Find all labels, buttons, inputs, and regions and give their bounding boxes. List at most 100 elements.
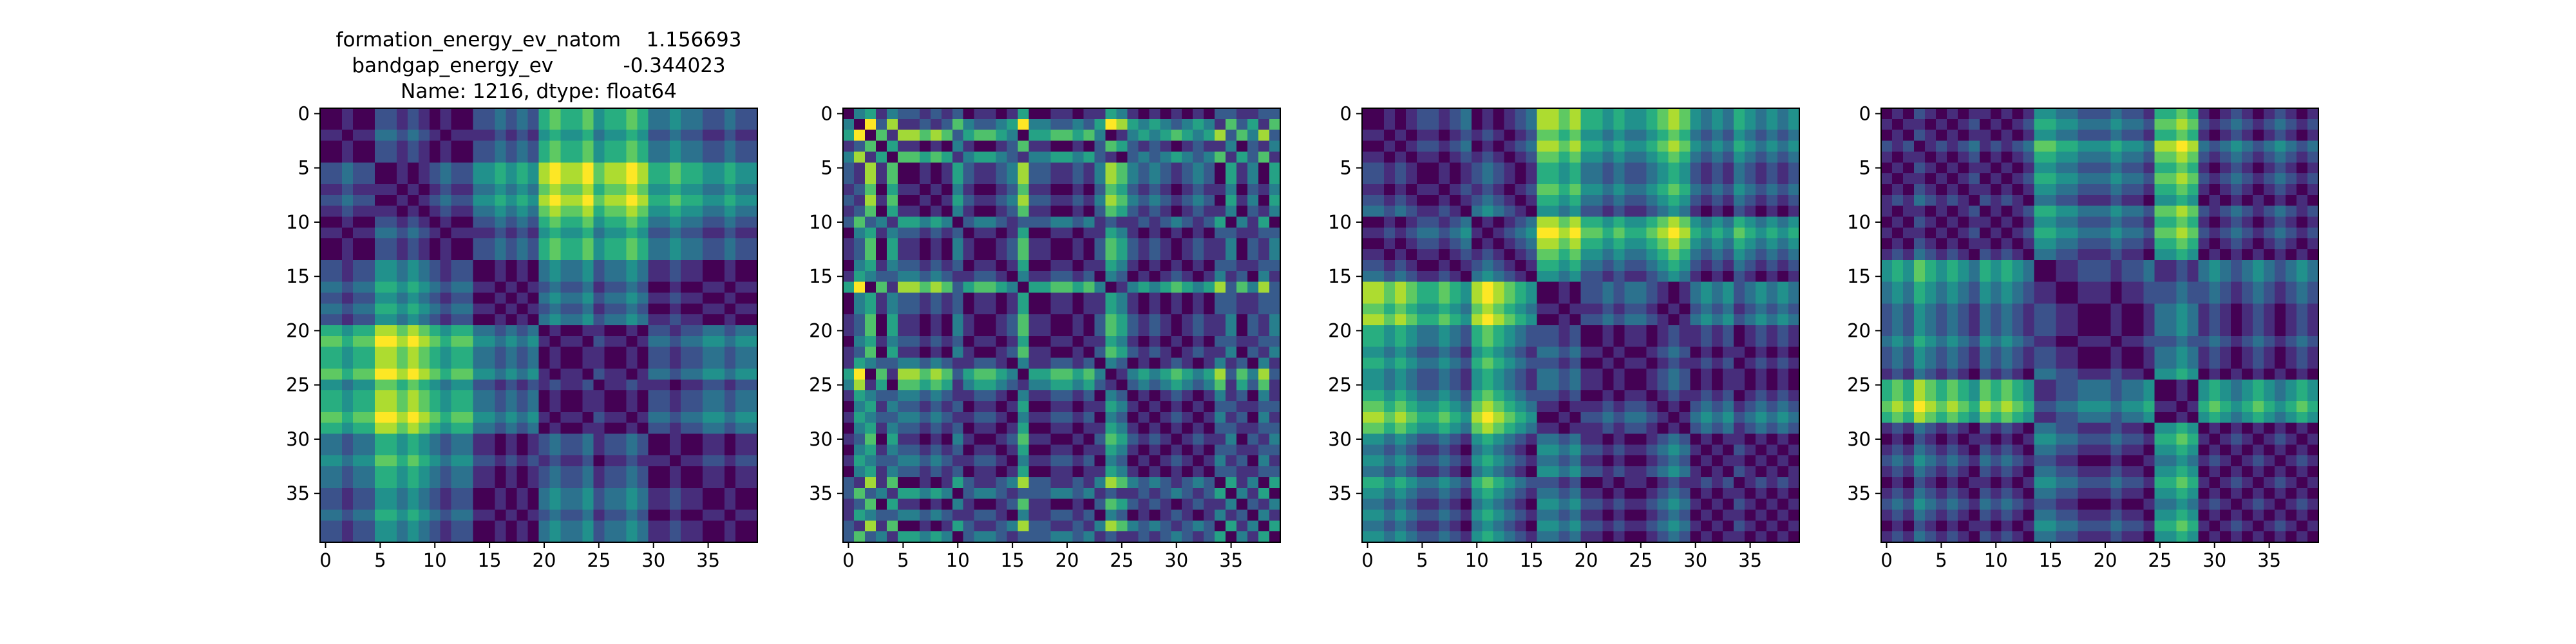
cell: [1723, 216, 1734, 228]
cell: [1160, 433, 1171, 445]
cell: [1394, 520, 1406, 532]
cell: [1427, 488, 1439, 500]
cell: [385, 325, 397, 337]
cell: [1766, 520, 1778, 532]
cell: [1602, 173, 1615, 185]
cell: [886, 129, 898, 142]
cell: [1416, 488, 1428, 500]
cell: [908, 401, 920, 413]
cell: [941, 390, 953, 402]
cell: [735, 336, 747, 348]
cell: [604, 216, 616, 228]
cell: [985, 151, 997, 163]
cell: [1160, 140, 1171, 152]
cell: [1449, 368, 1461, 380]
cell: [1018, 325, 1030, 337]
cell: [1405, 368, 1417, 380]
cell: [963, 477, 975, 489]
cell: [1138, 292, 1150, 304]
cell: [1416, 140, 1428, 152]
cell: [930, 108, 942, 120]
cell: [1679, 346, 1690, 359]
cell: [1160, 509, 1171, 521]
cell: [1558, 216, 1571, 228]
cell: [1493, 292, 1505, 304]
cell: [1149, 194, 1160, 207]
cell: [549, 433, 562, 445]
cell: [843, 531, 855, 543]
cell: [1756, 227, 1767, 239]
cell: [1591, 184, 1604, 196]
cell: [527, 205, 540, 218]
cell: [1372, 412, 1385, 424]
cell: [952, 509, 964, 521]
cell: [670, 216, 681, 228]
cell: [440, 336, 452, 348]
cell: [1050, 260, 1063, 272]
cell: [1394, 346, 1406, 359]
cell: [1526, 477, 1538, 489]
cell: [1072, 531, 1084, 543]
cell: [495, 444, 507, 456]
cell: [593, 140, 605, 152]
cell: [549, 118, 562, 131]
cell: [320, 477, 332, 489]
cell: [1558, 129, 1571, 142]
cell: [1383, 346, 1396, 359]
cell: [1745, 466, 1756, 478]
cell: [1548, 412, 1560, 424]
cell: [1083, 368, 1095, 380]
cell: [714, 238, 725, 250]
cell: [1723, 292, 1734, 304]
cell: [363, 466, 375, 478]
cell: [1569, 140, 1582, 152]
cell: [1160, 477, 1171, 489]
cell: [963, 227, 975, 239]
cell: [853, 455, 866, 467]
cell: [1427, 129, 1439, 142]
cell: [1138, 466, 1150, 478]
cell: [1160, 314, 1171, 326]
cell: [1460, 455, 1472, 467]
cell: [1116, 477, 1128, 489]
cell: [1756, 205, 1767, 218]
cell: [527, 422, 540, 435]
cell: [1460, 488, 1472, 500]
cell: [593, 336, 605, 348]
cell: [1138, 498, 1150, 511]
cell: [1028, 281, 1041, 294]
cell: [2001, 118, 2013, 131]
cell: [495, 303, 507, 315]
cell: [897, 151, 909, 163]
cell: [1236, 249, 1248, 261]
cell: [1039, 194, 1052, 207]
cell: [527, 140, 540, 152]
cell: [1383, 444, 1396, 456]
cell: [1138, 140, 1150, 152]
cell: [374, 140, 386, 152]
cell: [571, 498, 583, 511]
cell: [952, 379, 964, 391]
cell: [1247, 314, 1259, 326]
cell: [1734, 488, 1745, 500]
cell: [1193, 488, 1204, 500]
cell: [996, 151, 1008, 163]
cell: [724, 357, 736, 369]
cell: [853, 433, 866, 445]
cell: [1028, 129, 1041, 142]
cell: [1788, 412, 1800, 424]
cell: [1657, 412, 1669, 424]
cell: [930, 162, 942, 174]
cell: [1701, 151, 1712, 163]
cell: [1668, 520, 1680, 532]
cell: [396, 151, 408, 163]
cell: [908, 227, 920, 239]
cell: [1193, 455, 1204, 467]
cell: [1591, 162, 1604, 174]
cell: [604, 227, 616, 239]
cell: [1007, 325, 1019, 337]
cell: [864, 357, 876, 369]
cell: [1416, 205, 1428, 218]
cell: [1050, 390, 1063, 402]
cell: [864, 184, 876, 196]
